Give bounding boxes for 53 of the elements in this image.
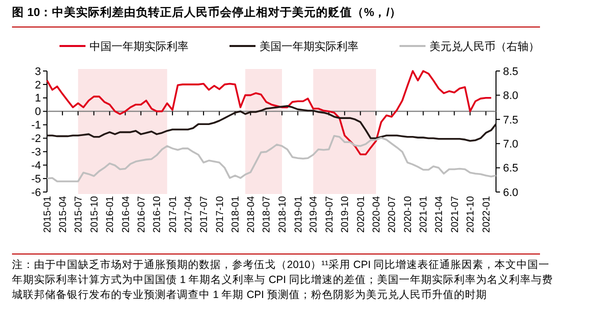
x-tick-label: 2017-01 — [168, 196, 179, 233]
chart-title: 图 10：中美实际利差由负转正后人民币会停止相对于美元的贬值（%，/） — [12, 5, 402, 19]
x-tick-label: 2021-07 — [450, 196, 461, 233]
x-tick-label: 2015-07 — [74, 196, 85, 233]
x-tick-label: 2018-07 — [262, 196, 273, 233]
x-tick-label: 2019-10 — [340, 196, 352, 233]
y2-tick-label: 8.0 — [503, 90, 518, 102]
x-tick-label: 2019-04 — [308, 196, 320, 233]
x-tick-label: 2017-07 — [199, 196, 210, 233]
x-tick-label: 2020-01 — [356, 196, 367, 233]
x-tick-label: 2016-01 — [105, 196, 116, 233]
x-tick-label: 2020-07 — [387, 196, 398, 233]
line-series — [46, 105, 497, 142]
x-tick-label: 2015-04 — [58, 196, 69, 233]
x-tick-label: 2015-01 — [42, 196, 54, 233]
y-tick-label: -2 — [31, 133, 41, 146]
legend-label: 美国一年期实际利率 — [260, 40, 358, 53]
y2-tick-label: 6.5 — [503, 162, 518, 175]
y-tick-label: -4 — [31, 160, 41, 172]
y2-tick-label: 7.5 — [503, 114, 518, 126]
x-tick-label: 2019-07 — [324, 196, 336, 233]
y2-tick-label: 8.5 — [503, 66, 518, 78]
y-tick-label: -5 — [31, 173, 41, 186]
x-tick-label: 2015-10 — [89, 196, 100, 233]
x-tick-label: 2021-04 — [434, 196, 446, 233]
y-tick-label: -3 — [31, 146, 41, 159]
y-tick-label: 0 — [34, 106, 41, 118]
x-tick-label: 2017-04 — [183, 196, 194, 233]
y-tick-label: 1 — [34, 92, 41, 105]
legend-label: 中国一年期实际利率 — [90, 40, 188, 53]
x-tick-label: 2022-01 — [481, 196, 492, 233]
legend-label: 美元兑人民币（右轴） — [430, 40, 540, 53]
line-series — [46, 134, 497, 182]
x-tick-label: 2018-04 — [246, 196, 258, 233]
text: 注：由于中国缺乏市场对于通胀预期的数据，参考伍戈（2010）¹¹采用 CPI 同比增速表征通胀因素，本文中国一年期实际利率计算方式为中国国债 1 年期名义利率与 CPI 同比增速的差值；美国一年期实际利率为名义利率与费城联邦储备银行发布的专业预测者调查中 1 年期 CPI 预测值；粉色阴影为美元兑人民币升值的时期 — [11, 258, 554, 301]
x-tick-label: 2020-10 — [402, 196, 414, 233]
x-tick-label: 2016-10 — [152, 196, 164, 233]
x-tick-label: 2021-10 — [466, 196, 477, 233]
x-tick-label: 2016-07 — [136, 196, 148, 233]
line-series — [46, 70, 492, 156]
y2-tick-label: 6.0 — [503, 186, 518, 199]
x-tick-label: 2019-01 — [293, 196, 304, 233]
y-tick-label: 2 — [34, 79, 41, 92]
y-tick-label: 3 — [34, 66, 41, 78]
x-tick-label: 2020-04 — [372, 196, 383, 233]
x-tick-label: 2017-10 — [214, 196, 226, 233]
y-tick-label: -6 — [31, 186, 41, 199]
y2-tick-label: 7.0 — [503, 138, 518, 150]
x-tick-label: 2018-10 — [277, 196, 288, 233]
y-tick-label: -1 — [31, 120, 41, 132]
x-tick-label: 2016-04 — [120, 196, 132, 233]
x-tick-label: 2018-01 — [230, 196, 242, 233]
x-tick-label: 2021-01 — [418, 196, 430, 233]
